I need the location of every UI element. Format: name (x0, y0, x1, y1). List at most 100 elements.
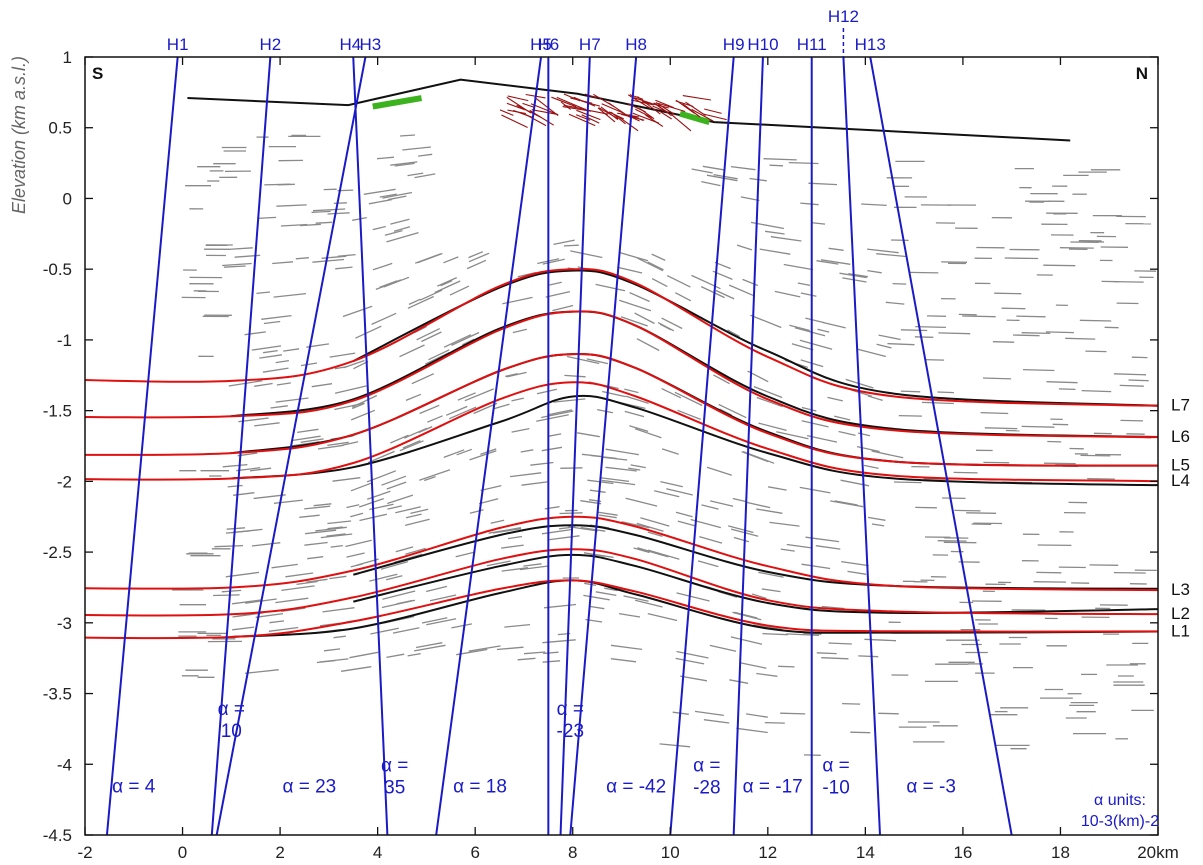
hinge-line-h3 (215, 57, 367, 835)
dip-segment (408, 298, 421, 305)
dip-segments (172, 134, 1157, 756)
dip-segment (756, 396, 783, 408)
dip-segment (1012, 334, 1040, 337)
surface-arrow (682, 95, 711, 101)
hinge-label-h12: H12 (828, 7, 859, 26)
dip-segment (517, 657, 536, 661)
dip-segment (227, 484, 243, 488)
y-tick-label: 0 (63, 189, 72, 208)
compass-south: S (92, 64, 103, 83)
dip-segment (542, 258, 565, 265)
x-tick-label: 14 (856, 843, 875, 862)
dip-segment (954, 509, 981, 512)
dip-segment (421, 617, 448, 624)
dip-segment (867, 269, 882, 274)
dip-segment (1128, 379, 1149, 382)
alpha-label-line: α = 18 (453, 777, 507, 798)
dip-segment (223, 265, 246, 268)
dip-segment (841, 560, 869, 567)
dip-segment (541, 410, 574, 419)
dip-segment (1022, 368, 1055, 372)
surface-arrow (598, 107, 619, 120)
dip-segment (429, 594, 457, 602)
y-tick-label: -1 (57, 331, 72, 350)
surface-arrow (608, 111, 625, 120)
dip-segment (334, 385, 367, 394)
dip-segment (413, 644, 446, 652)
dip-segment (337, 253, 356, 257)
y-tick-label: -4.5 (43, 826, 72, 845)
surface-arrow (635, 108, 653, 119)
surface-arrow (691, 108, 714, 122)
hinge-line-h9 (669, 57, 735, 835)
dip-segment (341, 666, 372, 672)
dip-segment (232, 599, 262, 605)
layer-label-l2: L2 (1171, 604, 1190, 623)
dip-segment (599, 476, 630, 483)
dip-segment (466, 259, 487, 270)
dip-segment (706, 174, 738, 182)
dip-segment (605, 448, 639, 456)
dip-segment (295, 257, 309, 260)
green-segment (372, 95, 423, 110)
dip-segment (842, 702, 861, 705)
dip-segment (847, 570, 867, 575)
dip-segment (741, 451, 769, 463)
dip-segment (379, 193, 397, 198)
dip-segment (584, 582, 597, 587)
dip-segment (351, 403, 365, 410)
dip-segment (214, 544, 244, 548)
dip-segment (1043, 264, 1076, 267)
dip-segment (275, 597, 309, 604)
dip-segment (1045, 331, 1074, 334)
dip-segment (541, 446, 563, 452)
dip-segment (618, 299, 652, 312)
dip-segment (756, 672, 778, 677)
dip-segment (1113, 373, 1147, 376)
dip-segment (386, 575, 403, 581)
dip-segment (390, 218, 410, 225)
dip-segment (368, 198, 392, 205)
dip-segment (405, 547, 426, 555)
dip-segment (702, 165, 724, 171)
dip-segment (1046, 381, 1078, 384)
surface-arrow (675, 100, 694, 108)
dip-segment (820, 259, 851, 265)
observed-horizon-l1 (231, 579, 1158, 638)
dip-segment (691, 168, 713, 174)
dip-segment (625, 395, 649, 405)
surface-arrow (637, 96, 661, 115)
y-tick-label: -0.5 (43, 260, 72, 279)
hinge-line-h2 (210, 57, 272, 835)
dip-segment (304, 505, 331, 510)
surface-arrow (655, 99, 675, 109)
dip-segment (370, 627, 399, 635)
x-tick-label: 18 (1051, 843, 1070, 862)
dip-segment (382, 590, 416, 600)
hinge-line-h8 (569, 57, 638, 835)
dip-segment (300, 362, 318, 367)
dip-segment (821, 605, 845, 610)
dip-segment (816, 260, 839, 265)
dip-segment (992, 341, 1015, 343)
dip-segment (966, 512, 997, 514)
dip-segment (407, 172, 424, 177)
hinge-label-h9: H9 (723, 35, 745, 54)
dip-segment (640, 517, 670, 527)
alpha-label: α = -17 (743, 777, 803, 798)
dip-segment (387, 195, 407, 201)
dip-segment (395, 546, 414, 553)
dip-segment (272, 261, 294, 265)
dip-segment (923, 478, 950, 481)
dip-segment (440, 280, 453, 287)
dip-segment (285, 572, 314, 578)
dip-segment (736, 727, 768, 734)
dip-segment (273, 292, 307, 298)
dip-segment (838, 430, 856, 437)
alpha-label: α = 4 (112, 777, 156, 798)
dip-segment (399, 440, 424, 452)
dip-segment (762, 632, 788, 636)
alpha-label: α = -23 (557, 699, 584, 742)
dip-segment (244, 331, 266, 336)
dip-segment (660, 480, 683, 488)
